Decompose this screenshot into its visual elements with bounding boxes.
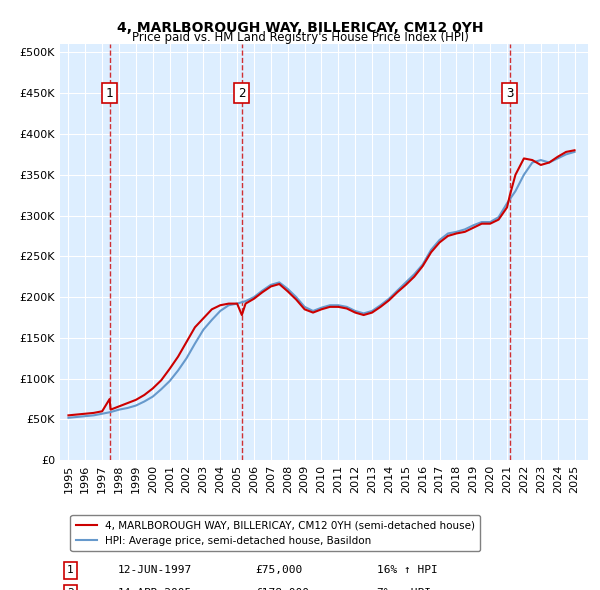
Text: 2: 2 bbox=[67, 588, 74, 590]
Text: 4, MARLBOROUGH WAY, BILLERICAY, CM12 0YH: 4, MARLBOROUGH WAY, BILLERICAY, CM12 0YH bbox=[117, 21, 483, 35]
Text: 7% ↓ HPI: 7% ↓ HPI bbox=[377, 588, 431, 590]
Text: £178,000: £178,000 bbox=[256, 588, 310, 590]
Text: 12-JUN-1997: 12-JUN-1997 bbox=[118, 565, 193, 575]
Text: 1: 1 bbox=[67, 565, 74, 575]
Text: Price paid vs. HM Land Registry's House Price Index (HPI): Price paid vs. HM Land Registry's House … bbox=[131, 31, 469, 44]
Text: 14-APR-2005: 14-APR-2005 bbox=[118, 588, 193, 590]
Text: 1: 1 bbox=[106, 87, 113, 100]
Text: 2: 2 bbox=[238, 87, 245, 100]
Text: 3: 3 bbox=[506, 87, 514, 100]
Text: £75,000: £75,000 bbox=[256, 565, 302, 575]
Text: 16% ↑ HPI: 16% ↑ HPI bbox=[377, 565, 437, 575]
Legend: 4, MARLBOROUGH WAY, BILLERICAY, CM12 0YH (semi-detached house), HPI: Average pri: 4, MARLBOROUGH WAY, BILLERICAY, CM12 0YH… bbox=[70, 515, 480, 551]
